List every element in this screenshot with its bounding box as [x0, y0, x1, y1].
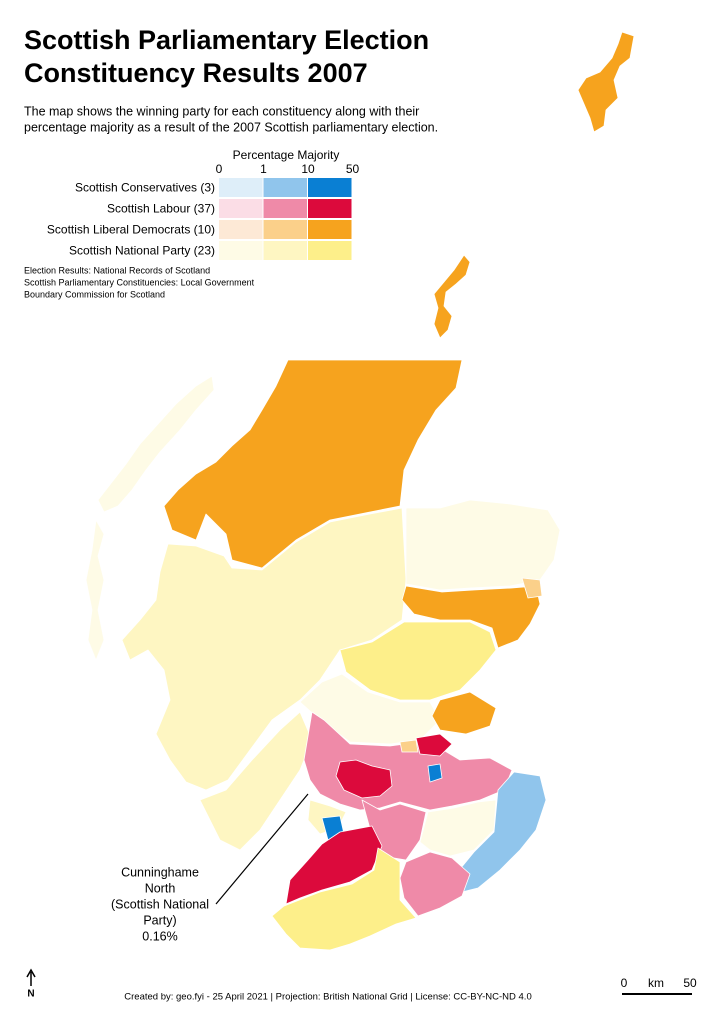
legend-swatch: [219, 199, 263, 218]
header: Scottish Parliamentary Election Constitu…: [24, 25, 438, 299]
scale-end: 50: [683, 976, 697, 990]
region: [415, 733, 453, 757]
footer: Created by: geo.fyi - 25 April 2021 | Pr…: [124, 992, 531, 1003]
region: [271, 847, 417, 951]
legend-swatch: [263, 241, 307, 260]
description-line: percentage majority as a result of the 2…: [24, 120, 438, 134]
north-arrow: N: [26, 968, 36, 1000]
region: [419, 799, 497, 857]
legend-tick-label: 10: [301, 162, 315, 176]
region: [401, 585, 541, 649]
legend: 0 1 10 50 Scottish Conservatives (3) Scottish…: [47, 162, 360, 260]
north-arrow-head: [26, 968, 36, 978]
region: [405, 499, 561, 591]
scale-bar: 0 km 50: [621, 976, 697, 995]
legend-swatch: [263, 199, 307, 218]
annotation: Cunninghame North (Scottish National Par…: [111, 865, 209, 943]
legend-swatch: [219, 178, 263, 197]
legend-swatch: [219, 220, 263, 239]
source: Boundary Commission for Scotland: [24, 289, 165, 299]
region: [97, 375, 215, 513]
legend-swatch: [308, 178, 352, 197]
source: Election Results: National Records of Sc…: [24, 265, 210, 275]
annotation-line: Cunninghame: [121, 865, 199, 879]
legend-label: Scottish Labour (37): [107, 202, 215, 216]
annotation-line: North: [145, 881, 176, 895]
legend-tick-label: 1: [260, 162, 267, 176]
legend-swatch: [308, 241, 352, 260]
region: [521, 577, 543, 599]
region: [163, 359, 463, 569]
region: [431, 691, 497, 735]
scale-unit: km: [648, 976, 664, 990]
legend-label: Scottish Liberal Democrats (10): [47, 223, 215, 237]
scale-start: 0: [621, 976, 628, 990]
source: Scottish Parliamentary Constituencies: L…: [24, 277, 255, 287]
annotation-line: 0.16%: [142, 929, 177, 943]
region: [335, 759, 393, 799]
legend-title: Percentage Majority: [233, 148, 340, 162]
annotation-line: (Scottish National: [111, 897, 209, 911]
legend-tick-label: 50: [346, 162, 360, 176]
region: [399, 851, 471, 917]
annotation-line: Party): [143, 913, 176, 927]
legend-swatch: [308, 199, 352, 218]
north-label: N: [27, 989, 34, 1000]
region: [285, 825, 383, 905]
region: [433, 254, 471, 339]
legend-swatch: [308, 220, 352, 239]
legend-swatch: [219, 241, 263, 260]
legend-label: Scottish Conservatives (3): [75, 181, 215, 195]
title-line: Constituency Results 2007: [24, 58, 368, 88]
region: [85, 519, 105, 661]
legend-tick-label: 0: [216, 162, 223, 176]
legend-label: Scottish National Party (23): [69, 244, 215, 258]
title-line: Scottish Parliamentary Election: [24, 25, 429, 55]
region: [399, 739, 419, 753]
region: [427, 763, 443, 783]
scotland-map: [85, 31, 635, 951]
description-line: The map shows the winning party for each…: [24, 104, 419, 118]
legend-swatch: [263, 178, 307, 197]
legend-swatch: [263, 220, 307, 239]
region: [339, 621, 497, 701]
region: [577, 31, 635, 133]
region: [455, 771, 547, 893]
annotation-leader: [215, 793, 309, 905]
region: [121, 507, 407, 791]
